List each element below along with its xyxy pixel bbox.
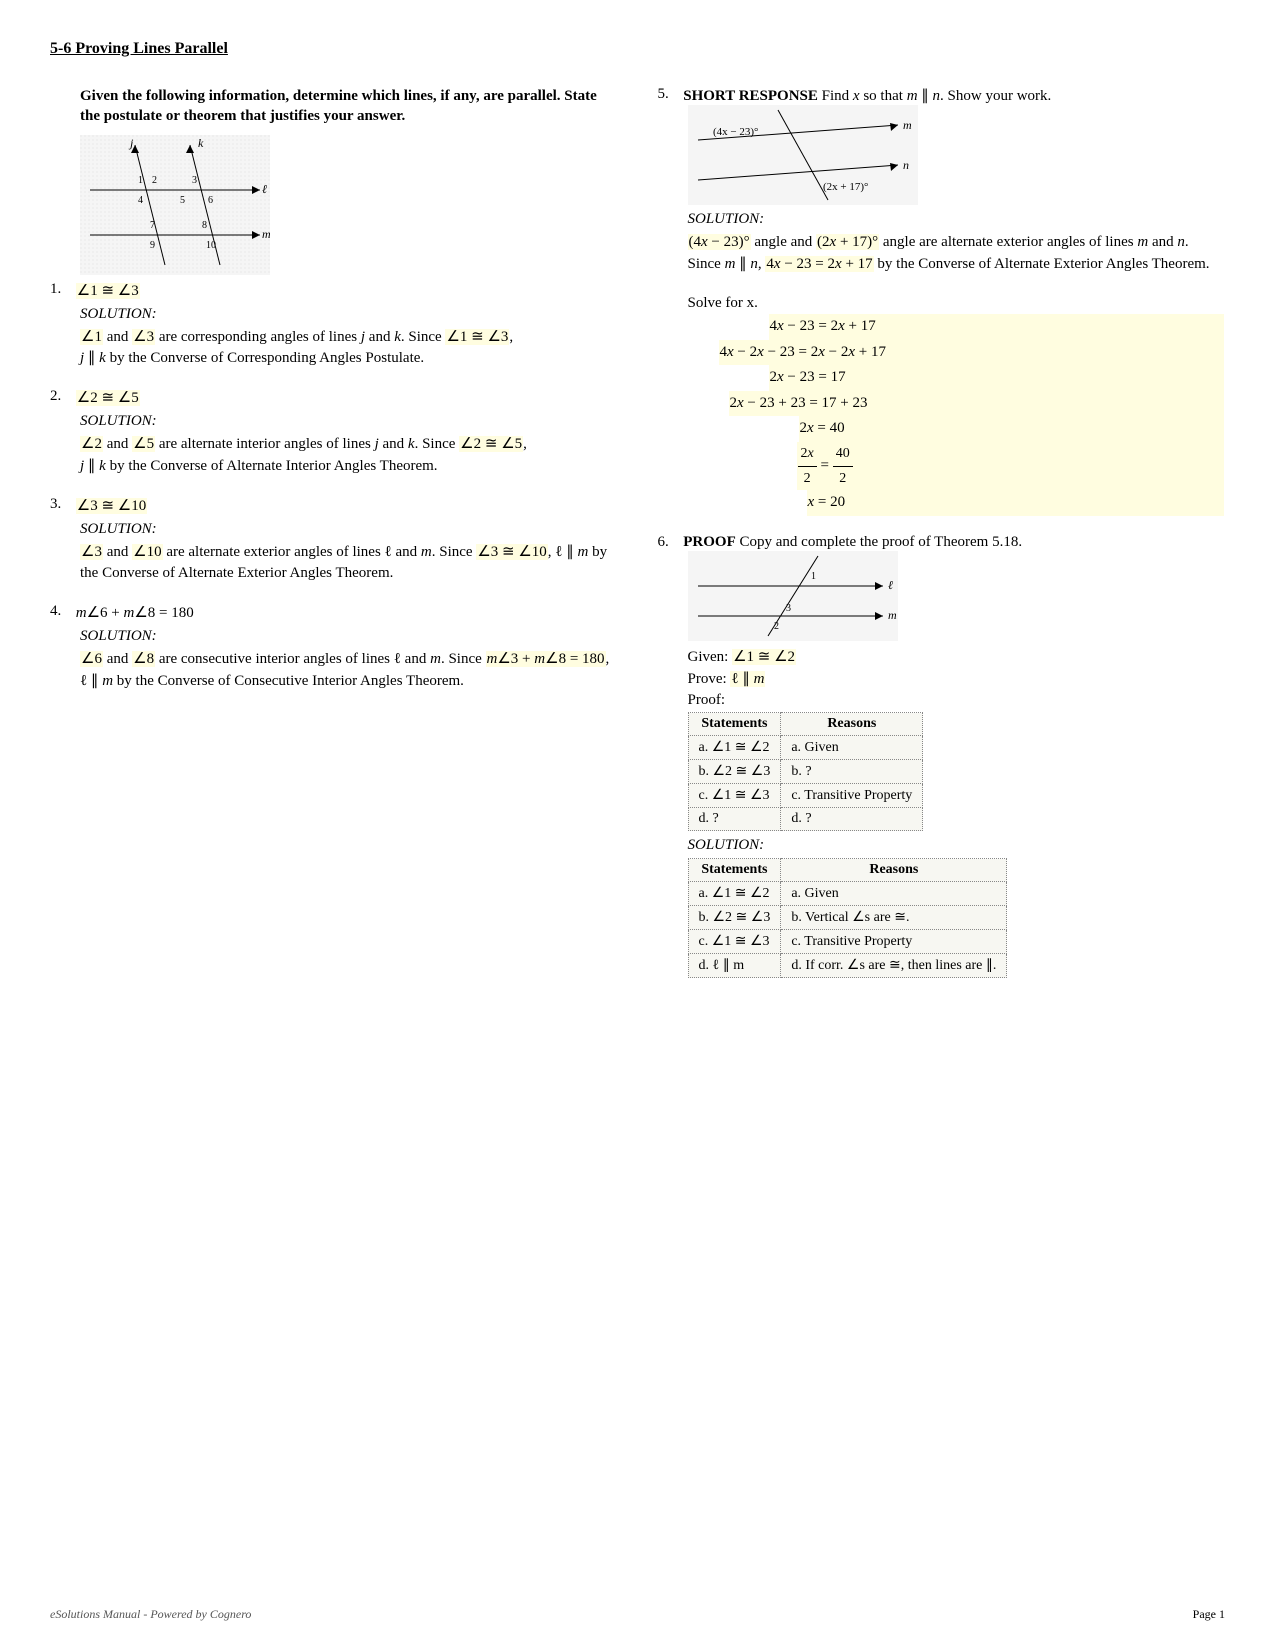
- svg-text:m: m: [903, 118, 912, 132]
- cell: c. ∠1 ≅ ∠3: [688, 784, 781, 808]
- right-column: 5. SHORT RESPONSE Find x so that m ∥ n. …: [658, 86, 1226, 996]
- cell: a. Given: [781, 882, 1007, 906]
- cell: d. ℓ ∥ m: [688, 954, 781, 978]
- svg-text:k: k: [198, 136, 204, 150]
- problem-number: 4.: [50, 603, 72, 620]
- problem-statement: ∠1 ≅ ∠3: [76, 283, 140, 299]
- cell: a. ∠1 ≅ ∠2: [688, 736, 781, 760]
- solution-label: SOLUTION:: [688, 837, 1226, 854]
- svg-text:m: m: [262, 227, 270, 241]
- cell: d. ?: [781, 808, 923, 831]
- cell: a. Given: [781, 736, 923, 760]
- svg-text:m: m: [888, 608, 897, 622]
- solution-label: SOLUTION:: [80, 413, 618, 430]
- cell: d. If corr. ∠s are ≅, then lines are ∥.: [781, 954, 1007, 978]
- proof-table-question: Statements Reasons a. ∠1 ≅ ∠2a. Given b.…: [688, 712, 924, 831]
- problem-number: 3.: [50, 496, 72, 513]
- cell: c. Transitive Property: [781, 930, 1007, 954]
- two-column-layout: Given the following information, determi…: [50, 86, 1225, 996]
- problem-number: 2.: [50, 388, 72, 405]
- svg-text:9: 9: [150, 240, 155, 251]
- solve-label: Solve for x.: [688, 293, 1226, 315]
- svg-text:(4x − 23)°: (4x − 23)°: [713, 126, 758, 138]
- diagram-6: ℓ m 1 3 2: [688, 551, 1226, 641]
- solution-body: ∠2 and ∠5 are alternate interior angles …: [80, 434, 618, 478]
- problem-text: Copy and complete the proof of Theorem 5…: [740, 534, 1023, 550]
- cell: b. ∠2 ≅ ∠3: [688, 760, 781, 784]
- svg-text:1: 1: [811, 571, 816, 582]
- cell: b. ∠2 ≅ ∠3: [688, 906, 781, 930]
- cell: c. ∠1 ≅ ∠3: [688, 930, 781, 954]
- page-title: 5-6 Proving Lines Parallel: [50, 40, 1225, 58]
- instructions: Given the following information, determi…: [80, 86, 618, 127]
- svg-text:2: 2: [774, 621, 779, 632]
- solution-body: ∠3 and ∠10 are alternate exterior angles…: [80, 542, 618, 586]
- problem-number: 5.: [658, 86, 680, 103]
- problem-title: PROOF: [683, 534, 736, 550]
- problem-1: 1. ∠1 ≅ ∠3 SOLUTION: ∠1 and ∠3 are corre…: [50, 281, 618, 371]
- left-column: Given the following information, determi…: [50, 86, 618, 996]
- svg-text:3: 3: [192, 175, 197, 186]
- svg-text:ℓ: ℓ: [888, 578, 893, 592]
- problem-statement: ∠3 ≅ ∠10: [76, 498, 147, 514]
- proof-table-solution: Statements Reasons a. ∠1 ≅ ∠2a. Given b.…: [688, 858, 1008, 978]
- problem-6: 6. PROOF Copy and complete the proof of …: [658, 534, 1226, 978]
- cell: b. ?: [781, 760, 923, 784]
- footer-left: eSolutions Manual - Powered by Cognero: [50, 1607, 251, 1622]
- svg-text:6: 6: [208, 195, 213, 206]
- solution-body: ∠6 and ∠8 are consecutive interior angle…: [80, 649, 618, 693]
- svg-text:(2x + 17)°: (2x + 17)°: [823, 181, 868, 193]
- page-footer: eSolutions Manual - Powered by Cognero P…: [50, 1607, 1225, 1622]
- svg-text:1: 1: [138, 175, 143, 186]
- cell: d. ?: [688, 808, 781, 831]
- cell: b. Vertical ∠s are ≅.: [781, 906, 1007, 930]
- th-reasons: Reasons: [781, 713, 923, 736]
- cell: a. ∠1 ≅ ∠2: [688, 882, 781, 906]
- problem-statement: m∠6 + m∠8 = 180: [76, 605, 194, 621]
- svg-text:3: 3: [786, 603, 791, 614]
- problem-5: 5. SHORT RESPONSE Find x so that m ∥ n. …: [658, 86, 1226, 516]
- problem-2: 2. ∠2 ≅ ∠5 SOLUTION: ∠2 and ∠5 are alter…: [50, 388, 618, 478]
- svg-text:7: 7: [150, 220, 155, 231]
- problem-number: 1.: [50, 281, 72, 298]
- problem-statement: ∠2 ≅ ∠5: [76, 390, 140, 406]
- problem-text: Find x so that m ∥ n. Show your work.: [822, 88, 1052, 104]
- problem-4: 4. m∠6 + m∠8 = 180 SOLUTION: ∠6 and ∠8 a…: [50, 603, 618, 693]
- solution-label: SOLUTION:: [80, 628, 618, 645]
- diagram-5: m n (4x − 23)° (2x + 17)°: [688, 105, 1226, 205]
- svg-text:4: 4: [138, 195, 143, 206]
- cell: c. Transitive Property: [781, 784, 923, 808]
- svg-text:5: 5: [180, 195, 185, 206]
- svg-text:10: 10: [206, 240, 216, 251]
- diagram-1: j k ℓ m 1 2 3 4 5 6 7 8 9 10: [80, 135, 618, 275]
- given-line: Given: ∠1 ≅ ∠2: [688, 647, 1226, 669]
- problem-3: 3. ∠3 ≅ ∠10 SOLUTION: ∠3 and ∠10 are alt…: [50, 496, 618, 586]
- solution-label: SOLUTION:: [80, 306, 618, 323]
- solution-body: ∠1 and ∠3 are corresponding angles of li…: [80, 327, 618, 371]
- problem-number: 6.: [658, 534, 680, 551]
- th-statements: Statements: [688, 859, 781, 882]
- th-statements: Statements: [688, 713, 781, 736]
- svg-text:ℓ: ℓ: [262, 182, 267, 196]
- svg-text:2: 2: [152, 175, 157, 186]
- footer-right: Page 1: [1193, 1607, 1225, 1622]
- th-reasons: Reasons: [781, 859, 1007, 882]
- prove-line: Prove: ℓ ∥ m: [688, 669, 1226, 691]
- proof-label: Proof:: [688, 690, 1226, 712]
- solution-intro: (4x − 23)° angle and (2x + 17)° angle ar…: [688, 232, 1226, 276]
- math-steps: 4x − 23 = 2x + 17 4x − 2x − 23 = 2x − 2x…: [718, 314, 1226, 516]
- problem-title: SHORT RESPONSE: [683, 88, 818, 104]
- solution-label: SOLUTION:: [80, 521, 618, 538]
- svg-text:n: n: [903, 158, 909, 172]
- solution-label: SOLUTION:: [688, 211, 1226, 228]
- svg-text:8: 8: [202, 220, 207, 231]
